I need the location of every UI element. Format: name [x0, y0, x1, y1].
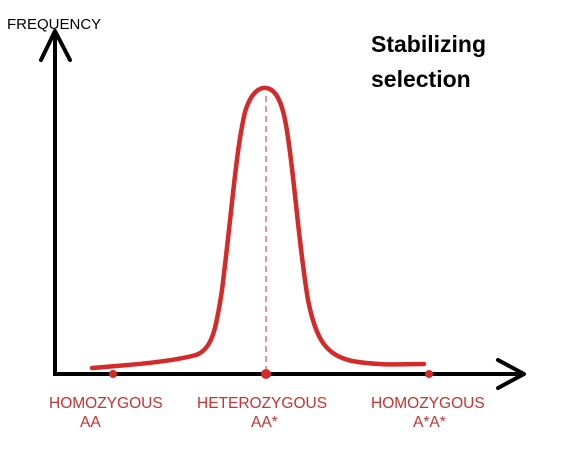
diagram-title-line-2: selection	[371, 66, 471, 92]
category-label-1-line-1: HOMOZYGOUS	[49, 395, 163, 412]
genotype-marker-aa	[109, 370, 117, 378]
frequency-curve	[89, 85, 427, 371]
y-axis-arrowhead	[39, 29, 72, 62]
axes	[39, 29, 526, 390]
category-label-2-line-1: HETEROZYGOUS	[197, 395, 327, 412]
category-label-1-line-2: AA	[80, 414, 101, 431]
category-label-2-line-2: AA*	[251, 414, 278, 431]
category-label-3-line-2: A*A*	[413, 414, 446, 431]
diagram-title-line-1: Stabilizing	[371, 31, 486, 57]
category-labels: HOMOZYGOUS AA HETEROZYGOUS AA* HOMOZYGOU…	[49, 395, 485, 431]
category-label-3-line-1: HOMOZYGOUS	[371, 395, 485, 412]
y-axis-label: FREQUENCY	[7, 16, 101, 33]
genotype-marker-aa-star	[261, 369, 271, 379]
genotype-marker-a-star-a-star	[425, 370, 433, 378]
x-axis-arrowhead	[496, 358, 526, 390]
